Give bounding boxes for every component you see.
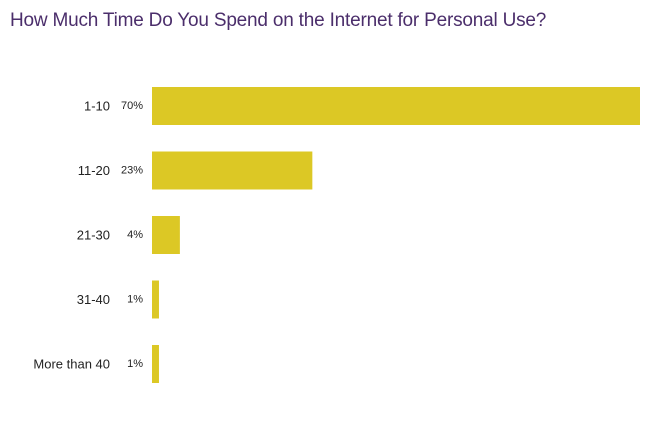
value-label-1: 23% [121,165,143,177]
category-label-3: 31-40 [77,292,110,307]
bar-3 [152,280,159,319]
category-label-0: 1-10 [84,99,110,114]
category-label-2: 21-30 [77,228,110,243]
category-label-1: 11-20 [78,163,110,178]
bar-4 [152,345,159,383]
bar-2 [152,216,180,254]
value-label-3: 1% [127,294,143,306]
category-label-4: More than 40 [33,357,110,372]
bars-layer [152,87,640,383]
value-label-2: 4% [127,229,143,241]
bar-1 [152,151,313,190]
value-label-0: 70% [121,100,143,112]
labels-layer: 1-10 70% 11-20 23% 21-30 4% 31-40 1% More than 4… [33,99,143,372]
bar-0 [152,87,640,125]
chart-title: How Much Time Do You Spend on the Intern… [10,10,547,31]
value-label-4: 1% [127,358,143,370]
